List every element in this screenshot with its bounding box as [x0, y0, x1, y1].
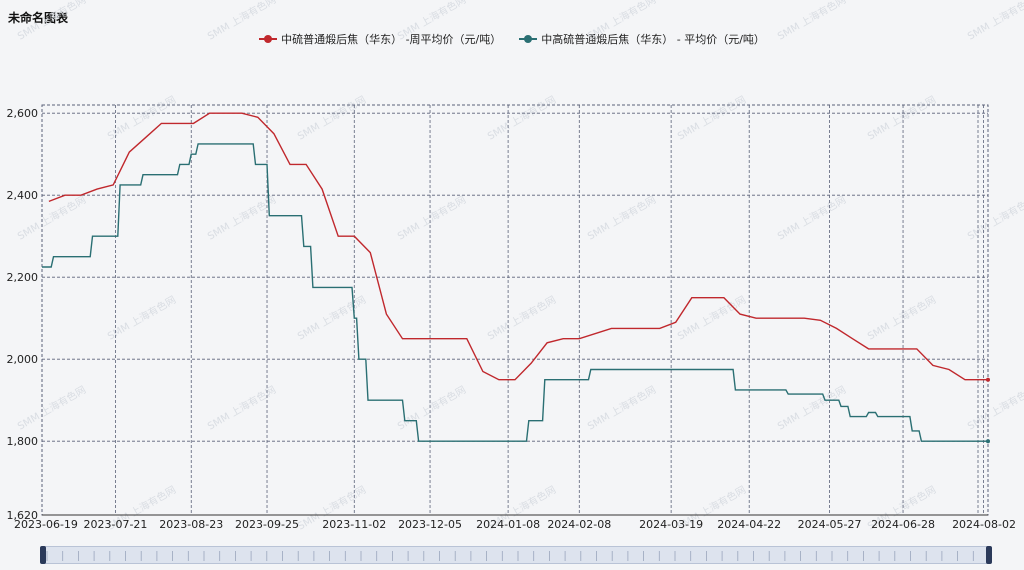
watermark-text: SMM 上海有色网	[15, 383, 88, 433]
x-tick-label: 2024-03-19	[639, 518, 703, 531]
x-tick-label: 2024-02-08	[547, 518, 611, 531]
legend-marker-2-icon	[519, 34, 538, 44]
x-tick-label: 2023-06-19	[14, 518, 78, 531]
x-tick-label: 2023-12-05	[398, 518, 462, 531]
legend-label-1: 中硫普通煅后焦（华东） -周平均价（元/吨）	[281, 33, 502, 46]
x-tick-label: 2024-05-27	[798, 518, 862, 531]
watermark-text: SMM 上海有色网	[395, 383, 468, 433]
chart-title: 未命名图表	[8, 11, 69, 25]
watermark-text: SMM 上海有色网	[675, 293, 748, 343]
watermark-text: SMM 上海有色网	[485, 293, 558, 343]
series-line-2	[42, 143, 988, 442]
plot-frame	[41, 104, 989, 516]
y-tick-label: 1,620	[7, 509, 39, 522]
watermark-text: SMM 上海有色网	[485, 93, 558, 143]
slider-right-handle[interactable]	[986, 546, 992, 564]
legend-label-2: 中高硫普通煅后焦（华东） - 平均价（元/吨）	[541, 33, 765, 46]
slider-track	[46, 551, 974, 561]
legend-item-series-1[interactable]: 中硫普通煅后焦（华东） -周平均价（元/吨）	[259, 31, 501, 47]
y-tick-label: 2,600	[7, 107, 39, 120]
watermark-text: SMM 上海有色网	[105, 293, 178, 343]
watermark-text: SMM 上海有色网	[965, 0, 1024, 43]
chart-legend: 中硫普通煅后焦（华东） -周平均价（元/吨） 中高硫普通煅后焦（华东） - 平均…	[0, 31, 1024, 47]
series-line-1	[48, 112, 988, 381]
series-end-point-2	[986, 439, 990, 444]
watermark-text: SMM 上海有色网	[585, 193, 658, 243]
watermark-text: SMM 上海有色网	[395, 0, 468, 43]
x-tick-label: 2024-06-28	[871, 518, 935, 531]
watermark-text: SMM 上海有色网	[865, 93, 938, 143]
y-tick-label: 2,200	[7, 271, 39, 284]
x-tick-label: 2024-01-08	[476, 518, 540, 531]
y-tick-label: 2,000	[7, 353, 39, 366]
watermark-text: SMM 上海有色网	[865, 293, 938, 343]
watermark-text: SMM 上海有色网	[965, 383, 1024, 433]
y-tick-label: 2,400	[7, 189, 39, 202]
watermark-text: SMM 上海有色网	[585, 383, 658, 433]
watermark-text: SMM 上海有色网	[965, 193, 1024, 243]
watermark-text: SMM 上海有色网	[585, 0, 658, 43]
watermark-text: SMM 上海有色网	[15, 0, 88, 43]
x-tick-label: 2023-11-02	[322, 518, 386, 531]
watermark-text: SMM 上海有色网	[105, 93, 178, 143]
watermark-text: SMM 上海有色网	[675, 93, 748, 143]
x-tick-label: 2024-04-22	[717, 518, 781, 531]
x-tick-label: 2024-08-02	[952, 518, 1016, 531]
watermark-text: SMM 上海有色网	[295, 93, 368, 143]
slider-left-handle[interactable]	[40, 546, 46, 564]
legend-marker-1-icon	[259, 34, 278, 44]
x-tick-label: 2023-07-21	[84, 518, 148, 531]
x-tick-label: 2023-08-23	[159, 518, 223, 531]
watermark-text: SMM 上海有色网	[775, 0, 848, 43]
watermark-text: SMM 上海有色网	[775, 193, 848, 243]
y-tick-label: 1,800	[7, 435, 39, 448]
x-tick-label: 2023-09-25	[235, 518, 299, 531]
legend-item-series-2[interactable]: 中高硫普通煅后焦（华东） - 平均价（元/吨）	[519, 31, 765, 47]
series-end-point-1	[986, 377, 990, 382]
watermark-text: SMM 上海有色网	[395, 193, 468, 243]
watermark-text: SMM 上海有色网	[205, 0, 278, 43]
datazoom-slider[interactable]	[40, 546, 992, 564]
